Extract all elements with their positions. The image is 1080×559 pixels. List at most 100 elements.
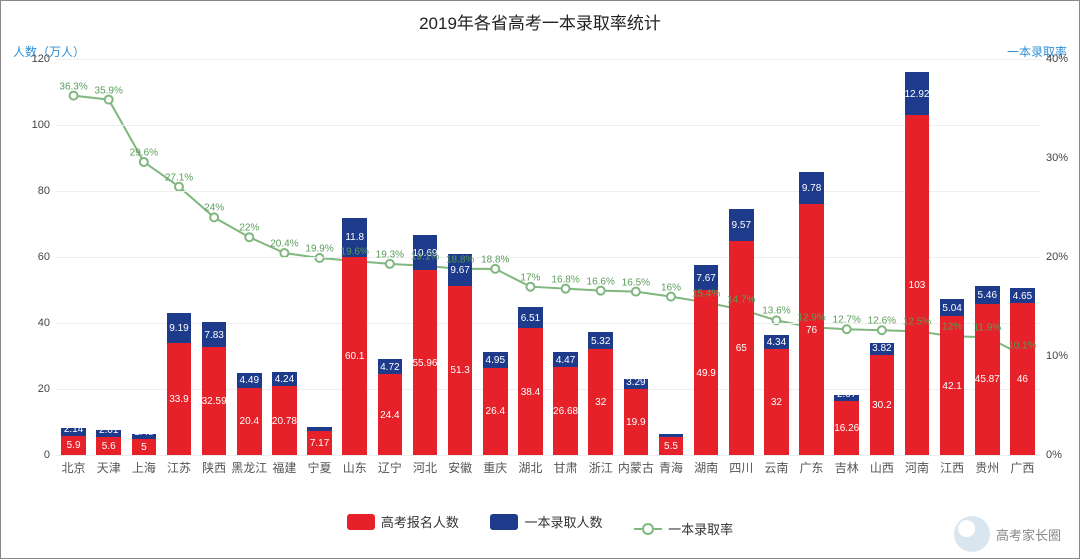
x-category: 安徽: [448, 459, 472, 476]
x-category: 甘肃: [554, 459, 578, 476]
rate-label: 12.9%: [797, 313, 825, 324]
legend-swatch-rate: [634, 528, 662, 530]
bar-label-applicants: 5.5: [664, 441, 678, 452]
rate-label: 12.7%: [833, 315, 861, 326]
bar-label-admitted: 7.67: [696, 273, 715, 284]
bar-label-admitted: 4.34: [767, 337, 786, 348]
legend-label-rate: 一本录取率: [668, 519, 733, 538]
bar-label-applicants: 32.59: [202, 396, 227, 407]
bar-slot: 30.23.82: [870, 59, 895, 455]
bar-label-applicants: 65: [736, 343, 747, 354]
bar-slot: 16.26 2.07: [834, 59, 859, 455]
bar-label-admitted: 0.88: [661, 425, 680, 436]
x-category: 贵州: [975, 459, 999, 476]
bar-label-applicants: 20.4: [240, 416, 259, 427]
bar-label-applicants: 51.3: [450, 365, 469, 376]
bar-label-applicants: 76: [806, 325, 817, 336]
rate-label: 17%: [520, 272, 540, 283]
legend-admitted: 一本录取人数: [490, 512, 602, 531]
bar-label-admitted: 9.19: [169, 323, 188, 334]
bar-label-applicants: 7.17: [310, 438, 329, 449]
bar-label-admitted: 9.78: [802, 183, 821, 194]
bar-slot: 45.87 5.46: [975, 59, 1000, 455]
bar-label-applicants: 33.9: [169, 394, 188, 405]
legend-label-admitted: 一本录取人数: [524, 512, 602, 531]
bar-label-applicants: 46: [1017, 374, 1028, 385]
bar-slot: 464.65: [1010, 59, 1035, 455]
x-category: 上海: [132, 459, 156, 476]
bar-label-admitted: 3.29: [626, 377, 645, 388]
bar-label-applicants: 103: [909, 280, 926, 291]
bar-label-admitted: 2.07: [837, 389, 856, 400]
bar-slot: 51.48: [132, 59, 157, 455]
bar-label-admitted: 9.57: [732, 220, 751, 231]
bar-label-admitted: 4.49: [240, 375, 259, 386]
rate-label: 16.8%: [551, 274, 579, 285]
plot-area: 0204060801001200%10%20%30%40%5.92.14北京36…: [56, 59, 1040, 455]
bar-slot: 19.93.29: [624, 59, 649, 455]
x-category: 山东: [343, 459, 367, 476]
rate-label: 12.5%: [903, 317, 931, 328]
bar-label-applicants: 30.2: [872, 400, 891, 411]
rate-label: 10.1%: [1008, 341, 1036, 352]
bar-label-applicants: 42.1: [942, 381, 961, 392]
x-category: 青海: [659, 459, 683, 476]
bar-label-admitted: 5.32: [591, 336, 610, 347]
chart-container: 2019年各省高考一本录取率统计 人数（万人） 一本录取率 0204060801…: [0, 0, 1080, 559]
rate-label: 16.5%: [622, 277, 650, 288]
bar-label-admitted: 2.14: [64, 424, 83, 435]
bar-label-applicants: 45.87: [975, 374, 1000, 385]
bar-label-admitted: 4.65: [1013, 291, 1032, 302]
bar-slot: 324.34: [764, 59, 789, 455]
ytick-right: 30%: [1046, 152, 1068, 164]
bar-label-applicants: 5.9: [67, 440, 81, 451]
rate-label: 15.4%: [692, 288, 720, 299]
x-category: 重庆: [483, 459, 507, 476]
x-category: 广东: [800, 459, 824, 476]
bar-slot: 33.9 9.19: [167, 59, 192, 455]
bar-slot: 26.684.47: [553, 59, 578, 455]
bar-label-applicants: 5.6: [102, 441, 116, 452]
rate-label: 12%: [942, 322, 962, 333]
rate-label: 22%: [239, 223, 259, 234]
ytick-right: 20%: [1046, 251, 1068, 263]
rate-label: 18.8%: [446, 255, 474, 266]
ytick-left: 20: [38, 383, 50, 395]
bar-label-applicants: 38.4: [521, 387, 540, 398]
bar-slot: 325.32: [588, 59, 613, 455]
bar-label-applicants: 32: [595, 397, 606, 408]
bar-slot: 20.4 4.49: [237, 59, 262, 455]
bar-slot: 20.784.24: [272, 59, 297, 455]
ytick-left: 40: [38, 317, 50, 329]
rate-label: 16.6%: [587, 276, 615, 287]
x-category: 吉林: [835, 459, 859, 476]
x-category: 湖北: [518, 459, 542, 476]
x-category: 广西: [1010, 459, 1034, 476]
bar-label-admitted: 7.83: [204, 330, 223, 341]
rate-label: 36.3%: [59, 81, 87, 92]
bar-label-applicants: 32: [771, 397, 782, 408]
chart-title: 2019年各省高考一本录取率统计: [1, 9, 1079, 34]
legend-applicants: 高考报名人数: [347, 512, 459, 531]
x-category: 黑龙江: [231, 459, 267, 476]
x-category: 四川: [729, 459, 753, 476]
bar-label-admitted: 4.95: [486, 355, 505, 366]
ytick-left: 60: [38, 251, 50, 263]
rate-label: 19.9%: [305, 244, 333, 255]
bar-label-applicants: 16.26: [834, 423, 859, 434]
rate-label: 24%: [204, 203, 224, 214]
legend-label-applicants: 高考报名人数: [381, 512, 459, 531]
watermark: 高考家长圈: [954, 516, 1061, 552]
rate-label: 29.6%: [130, 148, 158, 159]
rate-label: 35.9%: [95, 85, 123, 96]
bar-slot: 49.97.67: [694, 59, 719, 455]
legend: 高考报名人数 一本录取人数 一本录取率: [1, 512, 1079, 538]
rate-label: 18.8%: [481, 255, 509, 266]
x-category: 浙江: [589, 459, 613, 476]
ytick-right: 0%: [1046, 449, 1062, 461]
bar-label-applicants: 26.4: [486, 406, 505, 417]
x-category: 内蒙古: [618, 459, 654, 476]
bar-label-admitted: 5.46: [978, 290, 997, 301]
bar-slot: 10312.92: [905, 59, 930, 455]
ytick-left: 120: [32, 53, 50, 65]
